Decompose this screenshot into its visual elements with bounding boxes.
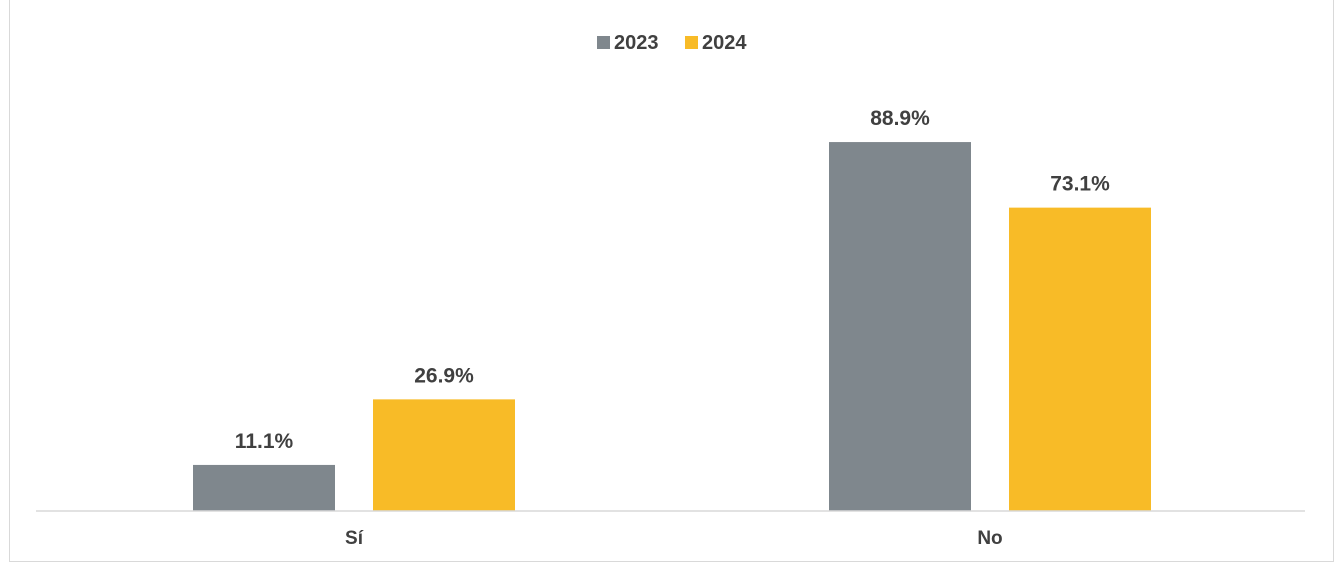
legend-swatch-2023 — [597, 36, 610, 49]
legend-label-2024: 2024 — [702, 32, 747, 54]
data-label-2023-0: 11.1% — [235, 430, 294, 453]
bar-2023-1 — [829, 142, 971, 511]
legend-label-2023: 2023 — [614, 32, 659, 54]
data-label-2024-1: 73.1% — [1050, 173, 1110, 196]
data-label-2023-1: 88.9% — [870, 107, 930, 130]
legend: 2023 2024 — [597, 32, 747, 54]
bar-2024-1 — [1009, 207, 1151, 511]
bar-2023-0 — [193, 464, 335, 511]
bars-layer — [193, 142, 1151, 511]
bar-2024-0 — [373, 399, 515, 511]
data-label-2024-0: 26.9% — [414, 364, 474, 387]
x-axis-tick-labels: Sí No — [345, 528, 1003, 549]
x-tick-label-1: No — [977, 528, 1002, 549]
legend-swatch-2024 — [685, 36, 698, 49]
x-tick-label-0: Sí — [345, 528, 364, 549]
chart-frame — [9, 0, 1334, 562]
data-labels-layer: 11.1% 26.9% 88.9% 73.1% — [235, 107, 1110, 453]
